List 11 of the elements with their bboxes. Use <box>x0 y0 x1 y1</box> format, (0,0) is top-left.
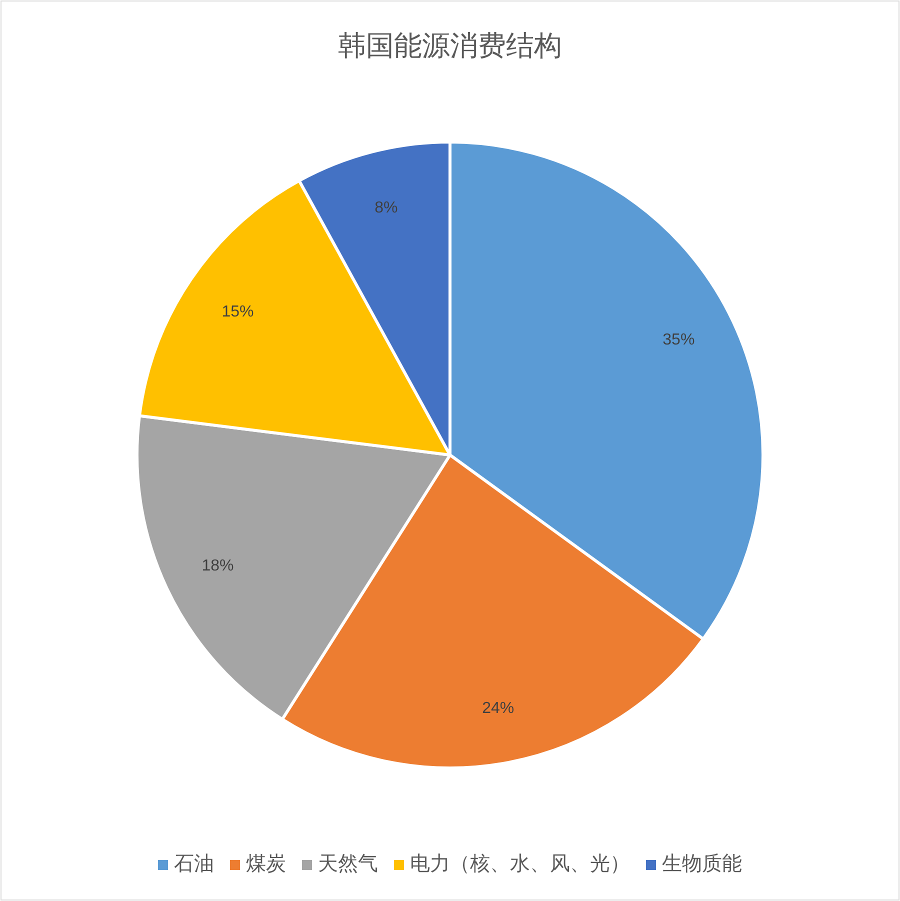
legend-label: 生物质能 <box>662 853 742 875</box>
legend-label: 电力（核、水、风、光） <box>410 853 630 875</box>
legend-label: 煤炭 <box>246 853 286 875</box>
data-label: 18% <box>202 557 234 574</box>
data-label: 15% <box>222 304 254 321</box>
legend-label: 石油 <box>174 853 214 875</box>
chart-title: 韩国能源消费结构 <box>338 30 562 61</box>
data-label: 24% <box>482 700 514 718</box>
legend-label: 天然气 <box>318 853 378 875</box>
data-label: 8% <box>374 199 398 216</box>
data-label: 35% <box>662 331 695 348</box>
